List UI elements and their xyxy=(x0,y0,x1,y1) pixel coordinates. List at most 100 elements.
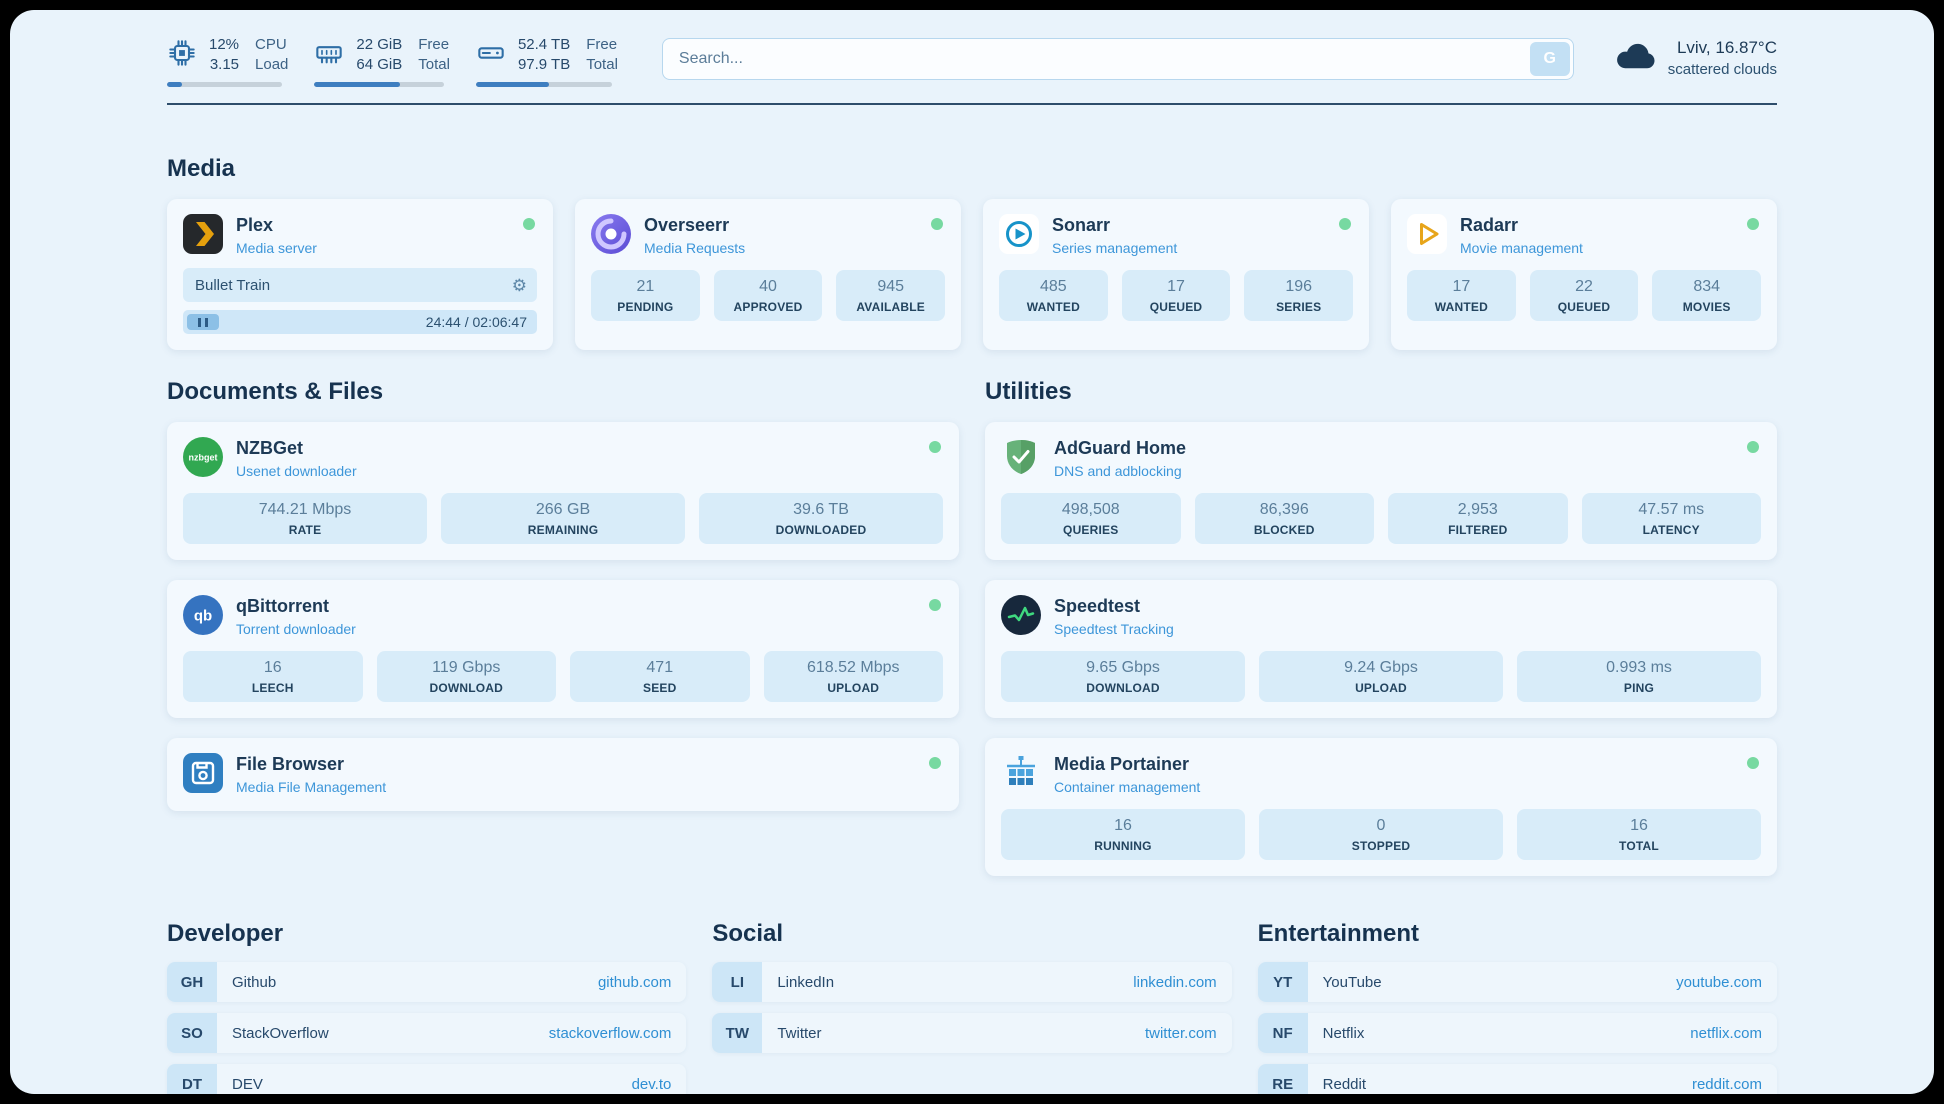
section-title-developer: Developer xyxy=(167,920,284,947)
stat-value: 9.65 Gbps xyxy=(1086,659,1160,676)
stat-value: 196 xyxy=(1285,278,1313,295)
app-name: Speedtest xyxy=(1054,596,1141,616)
search-provider-button[interactable]: G xyxy=(1529,42,1570,76)
disk-free-label: Free xyxy=(586,36,618,53)
stat-queued: 22 QUEUED xyxy=(1529,270,1639,321)
app-subtitle: Media Requests xyxy=(644,240,746,256)
radarr-icon xyxy=(1407,214,1447,254)
adguard-card[interactable]: AdGuard Home DNS and adblocking 498,508 … xyxy=(985,422,1777,560)
now-playing-title: Bullet Train xyxy=(195,276,271,294)
stat-downloaded: 39.6 TB DOWNLOADED xyxy=(699,493,943,544)
overseerr-card[interactable]: Overseerr Media Requests 21 PENDING 40 A… xyxy=(575,199,961,350)
disk-total-value: 97.9 TB xyxy=(517,56,571,73)
disk-progressbar xyxy=(475,82,612,87)
stat-label: SERIES xyxy=(1276,300,1322,314)
bookmark-abbr: TW xyxy=(712,1013,763,1053)
status-dot xyxy=(929,757,941,769)
stat-movies: 834 MOVIES xyxy=(1652,270,1762,321)
weather-widget: Lviv, 16.87°C scattered clouds xyxy=(1614,38,1777,78)
speedtest-icon xyxy=(1001,595,1041,635)
search-input[interactable] xyxy=(661,38,1574,80)
bookmark-link: linkedin.com xyxy=(1133,973,1217,991)
bookmark-twitter[interactable]: TW Twitter twitter.com xyxy=(712,1013,1232,1053)
stat-value: 618.52 Mbps xyxy=(806,659,900,676)
app-subtitle: Torrent downloader xyxy=(236,621,356,637)
bookmark-dev[interactable]: DT DEV dev.to xyxy=(167,1064,687,1094)
stat-queued: 17 QUEUED xyxy=(1121,270,1231,321)
bookmark-linkedin[interactable]: LI LinkedIn linkedin.com xyxy=(712,962,1232,1002)
stat-label: UPLOAD xyxy=(827,681,880,695)
speedtest-card[interactable]: Speedtest Speedtest Tracking 9.65 Gbps D… xyxy=(985,580,1777,718)
bookmark-abbr: DT xyxy=(167,1064,217,1094)
stat-stopped: 0 STOPPED xyxy=(1259,809,1503,860)
dashboard: 12% CPU 3.15 Load 22 GiB Free 64 GiB Tot… xyxy=(10,10,1934,1094)
stat-label: FILTERED xyxy=(1448,523,1508,537)
bookmark-name: Netflix xyxy=(1322,1024,1365,1042)
radarr-card[interactable]: Radarr Movie management 17 WANTED 22 QUE… xyxy=(1391,199,1777,350)
memory-widget: 22 GiB Free 64 GiB Total xyxy=(314,36,450,87)
stat-label: WANTED xyxy=(1026,300,1080,314)
stat-label: RUNNING xyxy=(1094,839,1152,853)
stat-value: 21 xyxy=(636,278,655,295)
stat-value: 16 xyxy=(1630,817,1648,834)
bookmark-youtube[interactable]: YT YouTube youtube.com xyxy=(1257,962,1777,1002)
stat-label: LEECH xyxy=(251,681,294,695)
stat-running: 16 RUNNING xyxy=(1001,809,1245,860)
stat-label: QUERIES xyxy=(1063,523,1119,537)
memory-total-label: Total xyxy=(418,56,450,73)
nzbget-card[interactable]: nzbget NZBGet Usenet downloader 744.21 M… xyxy=(167,422,959,560)
cloud-icon xyxy=(1614,40,1656,77)
status-dot xyxy=(1747,218,1759,230)
qbittorrent-icon: qb xyxy=(183,595,223,635)
sonarr-card[interactable]: Sonarr Series management 485 WANTED 17 Q… xyxy=(983,199,1369,350)
stat-label: PING xyxy=(1623,681,1655,695)
app-name: Overseerr xyxy=(644,215,730,235)
section-title-media: Media xyxy=(167,155,236,182)
bookmark-link: reddit.com xyxy=(1691,1075,1762,1093)
stat-value: 471 xyxy=(646,659,674,676)
qbittorrent-card[interactable]: qb qBittorrent Torrent downloader 16 LEE… xyxy=(167,580,959,718)
stat-value: 86,396 xyxy=(1259,501,1309,518)
bookmark-abbr: NF xyxy=(1257,1013,1308,1053)
bookmark-abbr: SO xyxy=(167,1013,217,1053)
stat-label: SEED xyxy=(643,681,677,695)
stat-blocked: 86,396 BLOCKED xyxy=(1194,493,1374,544)
bookmark-github[interactable]: GH Github github.com xyxy=(167,962,687,1002)
disk-widget: 52.4 TB Free 97.9 TB Total xyxy=(475,36,618,87)
stat-value: 0.993 ms xyxy=(1606,659,1672,676)
stat-filtered: 2,953 FILTERED xyxy=(1388,493,1568,544)
stat-value: 0 xyxy=(1376,817,1386,834)
stat-queries: 498,508 QUERIES xyxy=(1001,493,1181,544)
portainer-card[interactable]: Media Portainer Container management 16 … xyxy=(985,738,1777,876)
plex-icon xyxy=(183,214,223,254)
filebrowser-card[interactable]: File Browser Media File Management xyxy=(167,738,959,811)
stat-leech: 16 LEECH xyxy=(183,651,363,702)
stat-label: DOWNLOAD xyxy=(1086,681,1160,695)
stat-remaining: 266 GB REMAINING xyxy=(441,493,685,544)
stat-value: 744.21 Mbps xyxy=(258,501,352,518)
pause-icon[interactable] xyxy=(187,314,219,330)
stat-value: 266 GB xyxy=(535,501,591,518)
app-name: qBittorrent xyxy=(236,596,329,616)
plex-card[interactable]: Plex Media server Bullet Train ⚙ 24:44 /… xyxy=(167,199,553,350)
bookmark-link: netflix.com xyxy=(1690,1024,1762,1042)
bookmark-netflix[interactable]: NF Netflix netflix.com xyxy=(1257,1013,1777,1053)
stat-value: 39.6 TB xyxy=(793,501,849,518)
bookmark-name: Reddit xyxy=(1322,1075,1367,1093)
stat-value: 9.24 Gbps xyxy=(1344,659,1418,676)
app-name: Plex xyxy=(236,215,274,235)
bookmark-reddit[interactable]: RE Reddit reddit.com xyxy=(1257,1064,1777,1094)
bookmark-stackoverflow[interactable]: SO StackOverflow stackoverflow.com xyxy=(167,1013,687,1053)
stat-ping: 0.993 ms PING xyxy=(1517,651,1761,702)
stat-label: PENDING xyxy=(617,300,674,314)
bookmark-link: dev.to xyxy=(631,1075,672,1093)
stat-value: 498,508 xyxy=(1061,501,1120,518)
app-subtitle: Container management xyxy=(1054,779,1201,795)
bookmark-name: DEV xyxy=(232,1075,263,1093)
cpu-load-value: 3.15 xyxy=(209,56,240,73)
playback-progressbar[interactable]: 24:44 / 02:06:47 xyxy=(183,310,537,334)
gear-icon[interactable]: ⚙ xyxy=(511,275,527,295)
weather-location-temp: Lviv, 16.87°C xyxy=(1676,38,1777,57)
app-name: AdGuard Home xyxy=(1054,438,1187,458)
cpu-progressbar xyxy=(167,82,283,87)
